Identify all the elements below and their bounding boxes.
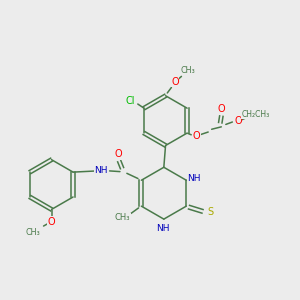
Text: O: O xyxy=(193,131,201,141)
Text: CH₃: CH₃ xyxy=(115,213,130,222)
Text: CH₂CH₃: CH₂CH₃ xyxy=(242,110,270,119)
Text: Cl: Cl xyxy=(125,96,135,106)
Text: NH: NH xyxy=(187,174,201,183)
Text: O: O xyxy=(115,149,122,159)
Text: O: O xyxy=(171,77,179,87)
Text: S: S xyxy=(207,207,214,218)
Text: NH: NH xyxy=(156,224,170,233)
Text: O: O xyxy=(234,116,242,126)
Text: O: O xyxy=(218,104,225,114)
Text: CH₃: CH₃ xyxy=(26,228,40,237)
Text: NH: NH xyxy=(94,166,108,175)
Text: CH₃: CH₃ xyxy=(180,66,195,75)
Text: O: O xyxy=(48,217,55,227)
